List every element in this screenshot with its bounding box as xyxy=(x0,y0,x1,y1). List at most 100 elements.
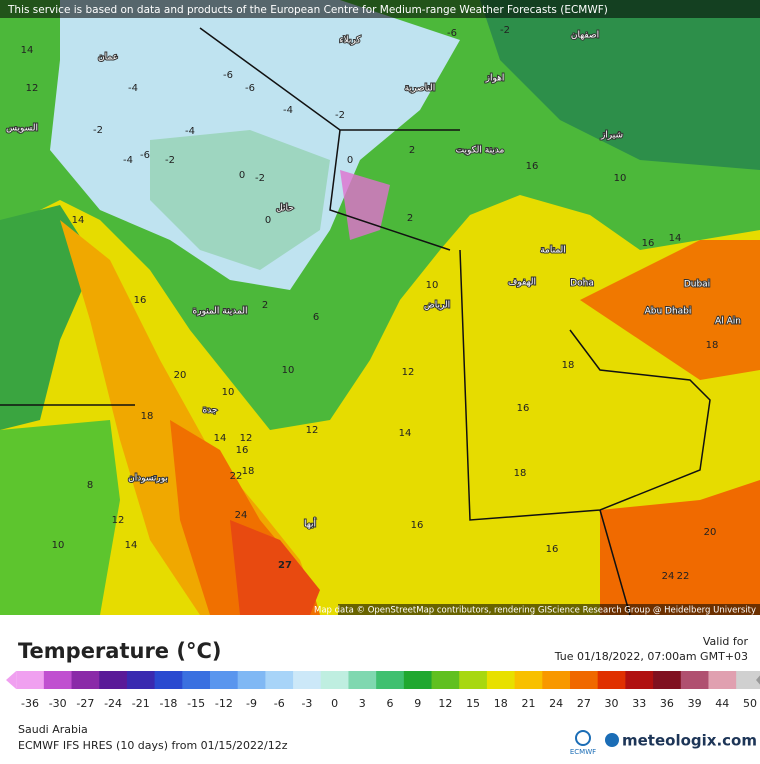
colorbar-cell xyxy=(210,671,239,689)
city-label: السويس xyxy=(6,124,38,134)
colorbar-cell xyxy=(708,671,737,689)
colorbar-tick-label: 36 xyxy=(660,697,674,710)
city-label: الناصرية xyxy=(405,84,436,94)
temperature-label: 0 xyxy=(347,155,353,166)
temperature-label: 12 xyxy=(112,515,125,526)
temperature-label: 16 xyxy=(546,544,559,555)
colorbar-cell xyxy=(265,671,294,689)
colorbar-cell xyxy=(736,671,760,689)
temperature-label: 12 xyxy=(306,425,319,436)
colorbar-cell xyxy=(237,671,266,689)
colorbar-cell xyxy=(514,671,543,689)
colorbar-cell xyxy=(570,671,599,689)
colorbar-tick-label: 27 xyxy=(577,697,591,710)
city-label: عمان xyxy=(98,53,118,63)
colorbar-tick-label: -12 xyxy=(215,697,233,710)
colorbar-tick-label: -36 xyxy=(21,697,39,710)
city-label: أبها xyxy=(304,518,316,530)
brand-icon xyxy=(605,733,619,747)
temperature-label: -2 xyxy=(335,110,345,121)
colorbar-tick-label: 15 xyxy=(466,697,480,710)
temperature-label: 0 xyxy=(239,170,245,181)
warm-oman xyxy=(600,480,760,615)
colorbar-tick-label: 24 xyxy=(549,697,563,710)
colorbar-tick-label: 21 xyxy=(521,697,535,710)
temperature-label: 2 xyxy=(262,300,268,311)
city-label: Doha xyxy=(570,279,594,289)
city-label: Abu Dhabi xyxy=(645,307,692,317)
temperature-label: 24 xyxy=(235,510,248,521)
temperature-label: -2 xyxy=(93,125,103,136)
temperature-label: -4 xyxy=(185,126,195,137)
temperature-label: 14 xyxy=(125,540,138,551)
temperature-label: 12 xyxy=(402,367,415,378)
temperature-label: -2 xyxy=(165,155,175,166)
temperature-label: 20 xyxy=(174,370,187,381)
colorbar-tick-label: 39 xyxy=(688,697,702,710)
city-label: شيراز xyxy=(600,131,623,141)
model-info: ECMWF IFS HRES (10 days) from 01/15/2022… xyxy=(18,739,288,752)
temperature-label: 16 xyxy=(517,403,530,414)
colorbar-cell xyxy=(597,671,626,689)
city-label: الهفوف xyxy=(508,278,536,288)
colorbar-cell xyxy=(625,671,654,689)
colorbar-cell xyxy=(43,671,73,689)
colorbar-tick-label: 0 xyxy=(331,697,338,710)
colorbar-left-arrow xyxy=(6,671,17,689)
city-label: الرياض xyxy=(424,301,450,311)
city-label: المدينة المنورة xyxy=(193,307,248,317)
city-label: Al Ain xyxy=(715,317,741,327)
region: Saudi Arabia xyxy=(18,723,88,736)
temperature-label: 2 xyxy=(407,213,413,224)
cold-inner xyxy=(150,130,330,270)
attribution: Map data © OpenStreetMap contributors, r… xyxy=(314,606,756,616)
notice-bar xyxy=(0,0,760,18)
colorbar-cell xyxy=(403,671,433,689)
temperature-label: 10 xyxy=(222,387,235,398)
temperature-label: 10 xyxy=(52,540,65,551)
temperature-label: -6 xyxy=(140,150,150,161)
iran-mountains xyxy=(480,0,760,170)
borders xyxy=(0,27,711,616)
colorbar-cell xyxy=(126,671,156,689)
colorbar-tick-label: -30 xyxy=(49,697,67,710)
temperature-label: 2 xyxy=(409,145,415,156)
colorbar-cell xyxy=(182,671,211,689)
ecmwf-icon xyxy=(575,730,591,746)
colorbar-cell xyxy=(348,671,377,689)
colorbar-tick-label: -6 xyxy=(274,697,285,710)
colorbar-right-arrow xyxy=(756,675,760,685)
city-label: كربلاء xyxy=(339,36,361,46)
valid-label: Valid for xyxy=(703,635,749,648)
green-sudan xyxy=(0,420,120,615)
colorbar-tick-label: 18 xyxy=(494,697,508,710)
temperature-label: 16 xyxy=(526,161,539,172)
temperature-label: -6 xyxy=(223,70,233,81)
colorbar-cell xyxy=(431,671,460,689)
colorbar-cell xyxy=(16,671,45,689)
city-label: اصفهان xyxy=(571,31,599,41)
temperature-label: 8 xyxy=(87,480,93,491)
temperature-label: 16 xyxy=(134,295,147,306)
colorbar-cell xyxy=(293,671,322,689)
temperature-label: 22 xyxy=(677,571,690,582)
temperature-label: 18 xyxy=(562,360,575,371)
temperature-label: 14 xyxy=(72,215,85,226)
colorbar-tick-label: -15 xyxy=(187,697,205,710)
city-label: بورتسودان xyxy=(128,474,168,484)
colorbar-cell xyxy=(486,671,516,689)
colorbar-cell xyxy=(154,671,183,689)
temperature-label: 0 xyxy=(265,215,271,226)
legend-title: Temperature (°C) xyxy=(18,639,221,663)
temperature-label: 18 xyxy=(514,468,527,479)
attribution-bar xyxy=(338,604,760,615)
temperature-label: -2 xyxy=(500,25,510,36)
colorbar-cell xyxy=(542,671,571,689)
colorbar-tick-label: 30 xyxy=(605,697,619,710)
colorbar-tick-label: 3 xyxy=(359,697,366,710)
temperature-label: -4 xyxy=(283,105,293,116)
temperature-label: 24 xyxy=(662,571,675,582)
city-label: Dubai xyxy=(684,280,710,290)
city-label: اهواز xyxy=(485,74,505,84)
colorbar-cell xyxy=(459,671,488,689)
